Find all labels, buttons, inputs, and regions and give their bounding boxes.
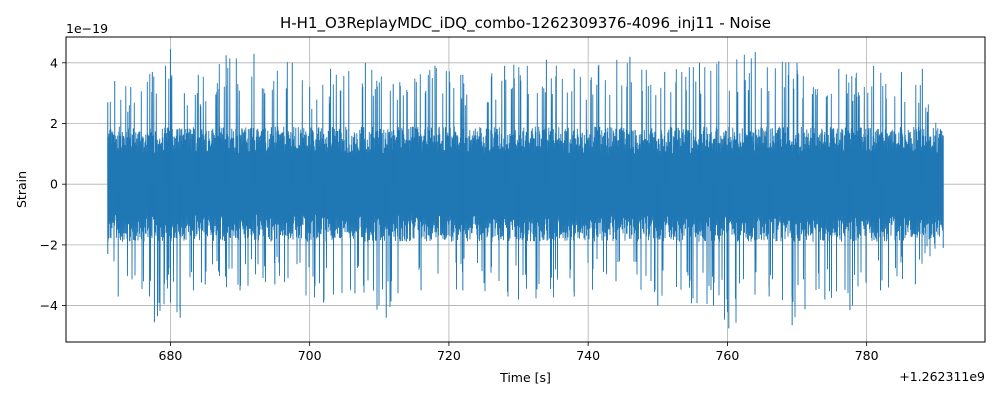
strain-series [107, 49, 944, 329]
y-tick-label: −2 [40, 237, 58, 252]
y-axis-scale-label: 1e−19 [66, 21, 108, 36]
x-tick-label: 740 [576, 348, 600, 363]
y-tick-label: −4 [40, 298, 58, 313]
y-axis-label: Strain [14, 171, 29, 208]
x-axis-offset-label: +1.262311e9 [899, 369, 985, 384]
x-axis-label: Time [s] [499, 370, 551, 385]
x-tick-label: 720 [437, 348, 461, 363]
y-tick-label: 2 [50, 116, 58, 131]
x-tick-label: 760 [715, 348, 739, 363]
x-tick-label: 680 [159, 348, 183, 363]
x-tick-label: 700 [298, 348, 322, 363]
chart-title: H-H1_O3ReplayMDC_iDQ_combo-1262309376-40… [280, 14, 771, 33]
strain-noise-line [107, 54, 944, 323]
plot-frame [65, 36, 986, 343]
axis-ticks: 680 700 720 740 760 780 −4 −2 0 2 4 [40, 55, 879, 363]
x-tick-label: 780 [855, 348, 879, 363]
y-tick-label: 0 [50, 177, 58, 192]
y-tick-label: 4 [50, 55, 58, 70]
